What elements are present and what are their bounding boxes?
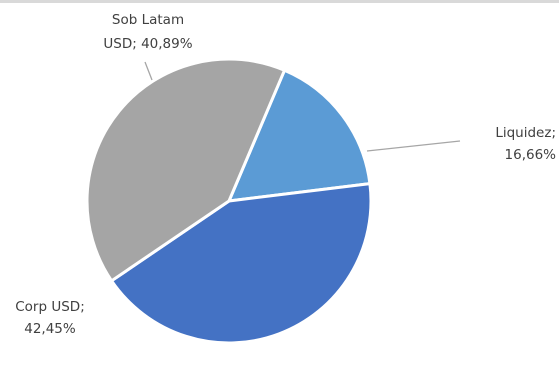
pie-slice-sob-latam-usd <box>85 57 286 283</box>
data-label-sob-latam-usd: Sob Latam USD; 40,89% <box>103 12 192 52</box>
data-label-liquidez: Liquidez; 16,66% <box>495 125 556 163</box>
data-label-line: Corp USD; <box>15 299 85 315</box>
data-label-corp-usd: Corp USD; 42,45% <box>15 299 85 337</box>
data-label-line: Sob Latam <box>112 12 184 28</box>
leader-line-sob-latam-usd <box>144 61 153 81</box>
data-labels-layer: Liquidez; 16,66% Corp USD; 42,45% Sob Latam U… <box>15 12 556 337</box>
pie-slice-corp-usd <box>110 182 373 345</box>
data-label-line: 16,66% <box>505 147 557 163</box>
data-label-line: 42,45% <box>24 321 76 337</box>
leader-line-liquidez <box>366 140 461 152</box>
data-label-line: Liquidez; <box>495 125 556 141</box>
data-label-line: USD; 40,89% <box>103 36 192 52</box>
pie-slice-liquidez <box>227 68 372 203</box>
slices-layer <box>85 57 373 345</box>
top-border <box>0 0 559 3</box>
leader-lines-layer <box>144 61 461 152</box>
